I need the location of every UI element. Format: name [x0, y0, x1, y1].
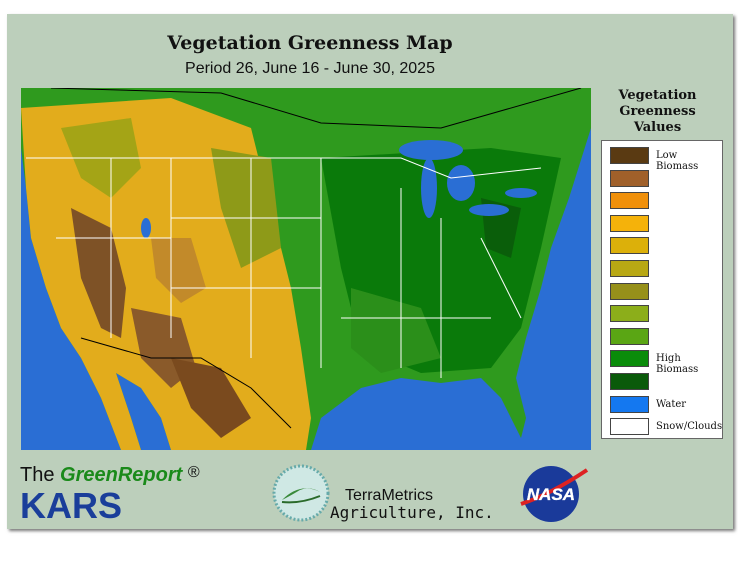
legend-title-line: Vegetation [618, 88, 697, 103]
partner-logo [272, 464, 330, 522]
map [21, 88, 591, 450]
legend-swatch [610, 327, 649, 345]
legend-swatch [610, 169, 649, 187]
brand-prefix: The [20, 464, 55, 486]
legend-title-line: Values [633, 120, 682, 135]
legend-swatch [610, 282, 649, 300]
legend: Low Biomass High Biomass Water Snow/Clouds [601, 140, 723, 439]
legend-title: Vegetation Greenness Values [600, 88, 715, 136]
partner-name: TerraMetrics [345, 487, 434, 504]
legend-title-line: Greenness [619, 104, 696, 119]
title: Vegetation Greenness Map [167, 32, 453, 54]
subtitle: Period 26, June 16 - June 30, 2025 [185, 60, 435, 77]
legend-swatch [610, 418, 649, 436]
agency-name: NASA [527, 485, 575, 504]
legend-swatch [610, 305, 649, 323]
legend-swatch [610, 395, 649, 413]
legend-swatch [610, 214, 649, 232]
agency-logo: NASA [520, 466, 589, 522]
brand-org: KARS [20, 485, 123, 526]
legend-swatch [610, 260, 649, 277]
legend-label: Snow/Clouds [656, 421, 723, 433]
legend-label: Low Biomass [656, 150, 699, 172]
legend-swatch [610, 373, 649, 390]
legend-swatch [610, 192, 649, 210]
brand-line: The GreenReport ® [20, 464, 200, 487]
legend-swatch [610, 237, 649, 255]
partner-sub: Agriculture, Inc. [330, 503, 494, 522]
brand-name: GreenReport [60, 464, 183, 486]
registered-mark: ® [187, 464, 200, 481]
legend-label: High Biomass [656, 353, 699, 376]
legend-swatch [610, 147, 649, 164]
legend-label: Water [656, 398, 687, 410]
legend-swatch [610, 350, 649, 368]
